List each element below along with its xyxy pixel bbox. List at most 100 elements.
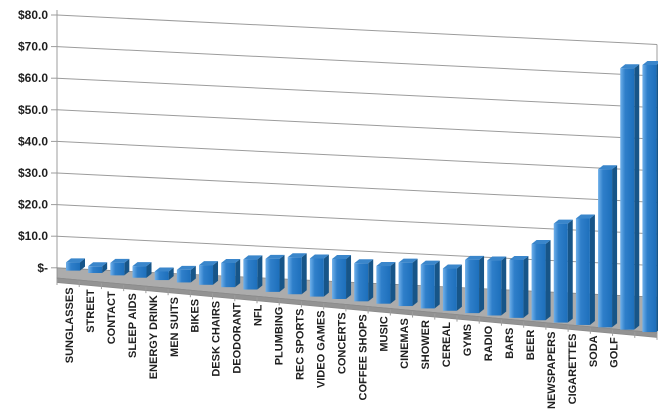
bar-side-face[interactable] — [124, 258, 130, 276]
bar-side-face[interactable] — [346, 255, 352, 299]
bar-music[interactable] — [398, 258, 418, 307]
bar-top-face[interactable] — [509, 255, 529, 260]
bar-side-face[interactable] — [634, 64, 640, 330]
bar-front-face[interactable] — [465, 259, 480, 314]
bar-side-face[interactable] — [102, 262, 108, 274]
bar-concerts[interactable] — [354, 259, 374, 302]
bar-front-face[interactable] — [110, 262, 125, 276]
bar-front-face[interactable] — [398, 262, 413, 307]
bar-side-face[interactable] — [434, 260, 440, 309]
bar-front-face[interactable] — [598, 169, 613, 328]
bar-front-face[interactable] — [309, 258, 324, 297]
bar-nfl[interactable] — [265, 254, 285, 292]
bar-sunglasses[interactable] — [66, 258, 85, 271]
bar-cinemas[interactable] — [420, 260, 440, 309]
bar-top-face[interactable] — [243, 255, 263, 260]
bar-front-face[interactable] — [265, 258, 280, 292]
bar-contact[interactable] — [110, 258, 130, 276]
bar-top-face[interactable] — [154, 267, 174, 272]
bar-top-face[interactable] — [575, 214, 595, 219]
bar-cigarettes[interactable] — [598, 165, 618, 328]
bar-side-face[interactable] — [368, 259, 374, 302]
bar-top-face[interactable] — [553, 219, 573, 224]
bar-top-face[interactable] — [642, 60, 658, 65]
bar-top-face[interactable] — [376, 262, 396, 267]
bar-front-face[interactable] — [553, 223, 568, 323]
bar-front-face[interactable] — [420, 264, 435, 309]
bar-top-face[interactable] — [598, 165, 618, 170]
bar-bars[interactable] — [531, 239, 551, 321]
bar-front-face[interactable] — [132, 266, 147, 278]
bar-side-face[interactable] — [412, 258, 418, 307]
bar-side-face[interactable] — [589, 214, 595, 325]
bar-top-face[interactable] — [132, 262, 152, 267]
bar-front-face[interactable] — [531, 243, 546, 321]
bar-desk-chairs[interactable] — [221, 258, 241, 288]
bar-side-face[interactable] — [279, 254, 285, 292]
bar-golf[interactable] — [642, 60, 658, 333]
bar-front-face[interactable] — [442, 268, 457, 311]
bar-front-face[interactable] — [221, 262, 236, 288]
bar-top-face[interactable] — [176, 265, 196, 270]
bar-deodorant[interactable] — [243, 255, 263, 290]
bar-side-face[interactable] — [323, 254, 329, 297]
bar-front-face[interactable] — [176, 269, 191, 283]
bar-sleep-aids[interactable] — [132, 262, 152, 278]
bar-top-face[interactable] — [88, 262, 108, 267]
bar-video-games[interactable] — [332, 255, 352, 299]
bar-top-face[interactable] — [199, 261, 219, 266]
bar-top-face[interactable] — [620, 64, 640, 69]
bar-front-face[interactable] — [487, 260, 502, 316]
bar-side-face[interactable] — [80, 258, 85, 271]
bar-side-face[interactable] — [190, 265, 196, 283]
bar-side-face[interactable] — [456, 264, 462, 311]
bar-side-face[interactable] — [168, 267, 174, 281]
bar-front-face[interactable] — [66, 262, 80, 271]
bar-side-face[interactable] — [612, 165, 618, 328]
bar-plumbing[interactable] — [287, 253, 307, 295]
bar-front-face[interactable] — [332, 259, 347, 299]
bar-front-face[interactable] — [575, 218, 590, 325]
bar-front-face[interactable] — [287, 257, 302, 295]
bar-top-face[interactable] — [420, 260, 440, 265]
bar-top-face[interactable] — [398, 258, 418, 263]
bar-front-face[interactable] — [199, 265, 214, 285]
bar-men-suits[interactable] — [176, 265, 196, 283]
bar-side-face[interactable] — [257, 255, 263, 290]
bar-front-face[interactable] — [243, 259, 258, 290]
bar-beer[interactable] — [553, 219, 573, 323]
bar-energy-drink[interactable] — [154, 267, 174, 281]
bar-side-face[interactable] — [146, 262, 152, 278]
bar-side-face[interactable] — [213, 261, 219, 285]
bar-side-face[interactable] — [567, 219, 573, 323]
bar-side-face[interactable] — [479, 255, 485, 314]
bar-cereal[interactable] — [465, 255, 485, 314]
bar-front-face[interactable] — [642, 64, 657, 333]
bar-top-face[interactable] — [287, 253, 307, 258]
bar-street[interactable] — [88, 262, 108, 274]
bar-top-face[interactable] — [309, 254, 329, 259]
bar-side-face[interactable] — [390, 262, 396, 304]
bar-front-face[interactable] — [509, 259, 524, 318]
bar-top-face[interactable] — [332, 255, 352, 260]
bar-newspapers[interactable] — [575, 214, 595, 325]
bar-shower[interactable] — [442, 264, 462, 311]
bar-front-face[interactable] — [620, 68, 635, 330]
bar-coffee-shops[interactable] — [376, 262, 396, 304]
bar-front-face[interactable] — [354, 263, 369, 302]
bar-side-face[interactable] — [545, 239, 551, 321]
bar-top-face[interactable] — [110, 258, 130, 263]
bar-radio[interactable] — [509, 255, 529, 318]
bar-top-face[interactable] — [354, 259, 374, 264]
bar-gyms[interactable] — [487, 256, 507, 316]
bar-top-face[interactable] — [265, 254, 285, 259]
bar-side-face[interactable] — [501, 256, 507, 316]
bar-front-face[interactable] — [88, 266, 103, 274]
bar-top-face[interactable] — [487, 256, 507, 261]
bar-top-face[interactable] — [221, 258, 241, 263]
bar-side-face[interactable] — [523, 255, 529, 318]
bar-front-face[interactable] — [154, 271, 169, 281]
bar-top-face[interactable] — [442, 264, 462, 269]
bar-top-face[interactable] — [465, 255, 485, 260]
bar-front-face[interactable] — [376, 266, 391, 304]
